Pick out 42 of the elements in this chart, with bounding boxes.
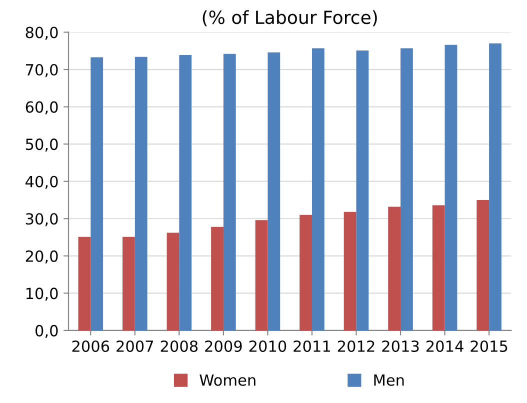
x-tick-label: 2014 (426, 340, 464, 352)
y-tick-label: 70,0 (26, 64, 58, 78)
bar (166, 232, 180, 330)
bar (312, 48, 324, 330)
x-tick-label: 2009 (205, 340, 242, 352)
y-tick-label: 80,0 (26, 26, 58, 40)
bar (300, 214, 312, 330)
bar (444, 44, 458, 330)
x-tick-label: 2008 (160, 340, 198, 352)
bar (90, 57, 104, 330)
y-tick-label: 50,0 (26, 138, 58, 152)
x-tick-label: 2007 (116, 340, 154, 352)
chart-title: (% of Labour Force) (202, 10, 377, 26)
bar (400, 48, 413, 330)
y-tick-label: 10,0 (26, 288, 58, 301)
bar (356, 50, 369, 330)
y-tick-label: 60,0 (26, 101, 58, 114)
bar (211, 226, 224, 330)
y-tick-label: 30,0 (26, 213, 58, 226)
x-tick-label: 2006 (72, 340, 110, 352)
bar (78, 236, 91, 330)
bar (489, 43, 502, 330)
y-tick-label: 20,0 (26, 250, 58, 264)
bar (134, 56, 148, 330)
bar (122, 236, 135, 330)
bar (255, 220, 268, 330)
bar (223, 54, 236, 330)
x-tick-label: 2010 (249, 340, 286, 352)
bar (432, 205, 445, 330)
y-tick-label: 40,0 (26, 176, 58, 189)
x-tick-label: 2011 (294, 340, 330, 352)
bar (344, 212, 356, 330)
bar (268, 52, 280, 330)
x-tick-label: 2013 (382, 340, 419, 352)
x-tick-label: 2012 (338, 340, 374, 352)
legend-label: Men (374, 374, 404, 386)
bar (476, 200, 490, 330)
y-tick-label: 0,0 (36, 324, 58, 338)
legend-label: Women (200, 374, 256, 386)
bar (179, 54, 192, 330)
bar (388, 206, 401, 330)
x-tick-label: 2015 (470, 340, 508, 352)
